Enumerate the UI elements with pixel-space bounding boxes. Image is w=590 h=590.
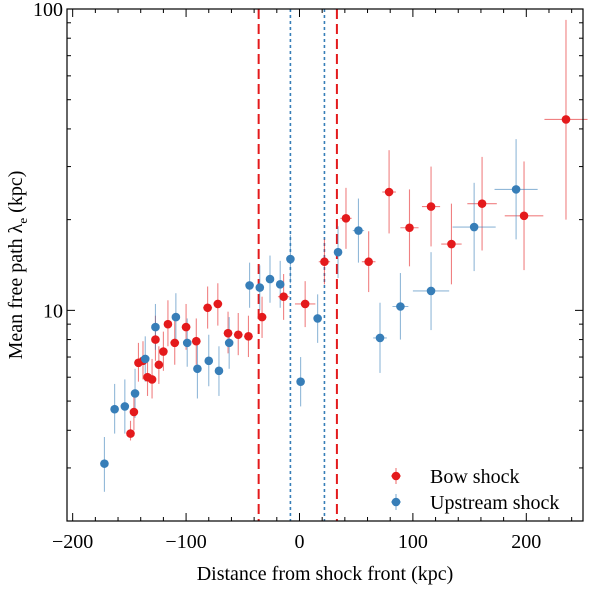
data-point <box>375 333 385 343</box>
y-axis-label-unit: (kpc) <box>5 171 27 218</box>
data-point <box>151 322 160 332</box>
data-point <box>341 214 351 223</box>
data-point <box>233 330 243 340</box>
data-point <box>511 185 521 194</box>
x-axis-label: Distance from shock front (kpc) <box>197 563 454 585</box>
data-point <box>364 257 373 267</box>
data-point <box>279 292 288 302</box>
data-point <box>469 222 479 232</box>
data-point <box>320 257 329 267</box>
legend: Bow shock Upstream shock <box>391 466 559 514</box>
data-point <box>110 404 119 414</box>
data-point <box>447 239 456 249</box>
legend-label: Upstream shock <box>430 492 559 514</box>
data-point <box>193 364 202 374</box>
data-point <box>213 299 223 309</box>
data-point <box>384 187 394 197</box>
data-point <box>203 303 212 313</box>
data-point <box>245 281 254 290</box>
data-point <box>255 283 265 292</box>
threshold-lines <box>257 9 338 521</box>
data-point <box>333 247 343 257</box>
data-point <box>286 254 295 264</box>
x-tick-label: −200 <box>52 531 93 553</box>
axis-ticks <box>67 8 583 522</box>
data-point <box>129 407 139 417</box>
data-point <box>163 319 173 329</box>
data-point <box>300 299 310 309</box>
data-point <box>519 211 529 221</box>
legend-marker <box>391 471 401 481</box>
data-point <box>191 336 201 346</box>
data-point <box>214 366 224 376</box>
data-point <box>257 312 267 322</box>
data-point <box>171 312 181 322</box>
data-point <box>477 199 487 208</box>
y-axis-label-main: Mean free path λ <box>5 223 27 359</box>
data-point <box>561 115 571 124</box>
data-point <box>275 280 285 289</box>
data-point <box>181 322 191 332</box>
data-point <box>182 338 192 348</box>
data-point <box>204 356 214 366</box>
x-tick-label: 100 <box>398 531 428 553</box>
legend-marker <box>391 497 401 507</box>
y-tick-label: 10 <box>43 300 63 322</box>
data-point <box>296 377 305 386</box>
data-point <box>354 226 363 235</box>
plot-frame <box>66 8 584 522</box>
data-point <box>147 375 157 384</box>
data-point <box>405 223 414 233</box>
data-point <box>126 429 135 438</box>
data-point <box>151 335 160 344</box>
data-point <box>224 338 234 348</box>
x-tick-label: 200 <box>511 531 541 553</box>
x-tick-label: 0 <box>294 531 304 553</box>
data-point <box>223 328 233 338</box>
data-point <box>120 402 130 411</box>
data-point <box>265 274 275 284</box>
data-point <box>170 338 180 348</box>
y-tick-label: 100 <box>33 0 63 21</box>
y-axis-label-subscript: e <box>15 218 30 224</box>
data-point <box>396 302 405 311</box>
x-tick-label: −100 <box>165 531 206 553</box>
data-point <box>426 286 436 296</box>
data-point <box>159 347 168 356</box>
data-point <box>130 389 140 398</box>
data-point <box>154 360 164 370</box>
y-axis-label: Mean free path λe (kpc) <box>5 171 30 360</box>
error-bars <box>101 19 588 492</box>
data-point <box>244 332 253 341</box>
tick-labels: −200 −100 0 100 200 10 100 <box>33 0 541 553</box>
data-point <box>426 202 436 211</box>
data-point <box>100 459 109 468</box>
data-point <box>140 354 150 364</box>
data-point <box>313 314 322 323</box>
legend-label: Bow shock <box>430 466 519 488</box>
data-points <box>100 115 571 468</box>
